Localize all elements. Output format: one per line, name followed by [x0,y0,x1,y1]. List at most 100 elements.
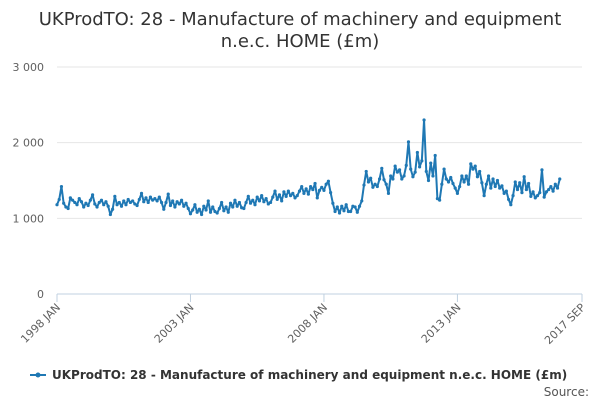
data-point[interactable] [217,206,221,211]
data-point[interactable] [108,212,112,217]
data-point[interactable] [513,180,517,184]
data-point[interactable] [446,180,451,184]
data-point[interactable] [171,199,175,203]
data-point[interactable] [449,175,453,180]
data-point[interactable] [260,194,264,198]
data-point[interactable] [540,168,544,172]
data-point[interactable] [95,205,99,209]
data-point[interactable] [486,174,491,178]
data-point[interactable] [251,198,255,202]
data-point[interactable] [471,167,475,171]
data-point[interactable] [104,200,108,204]
data-point[interactable] [349,209,353,214]
data-point[interactable] [524,187,528,192]
data-point[interactable] [146,200,150,205]
data-point[interactable] [213,209,217,214]
data-point[interactable] [429,161,433,165]
data-point[interactable] [115,203,119,207]
data-point[interactable] [535,194,540,198]
data-point[interactable] [162,207,166,211]
data-point[interactable] [555,186,560,190]
data-point[interactable] [491,177,495,181]
data-point[interactable] [211,205,215,209]
data-point[interactable] [166,192,170,196]
data-point[interactable] [304,187,308,191]
data-point[interactable] [268,200,273,205]
data-point[interactable] [117,200,121,205]
data-point[interactable] [391,177,395,181]
data-point[interactable] [208,210,213,214]
data-point[interactable] [179,198,184,202]
data-point[interactable] [473,164,477,168]
data-point[interactable] [235,204,239,208]
data-point[interactable] [464,174,468,178]
data-point[interactable] [193,203,197,207]
data-point[interactable] [442,167,446,171]
data-point[interactable] [551,189,555,193]
data-point[interactable] [88,198,92,202]
data-point[interactable] [397,168,402,172]
data-point[interactable] [286,189,290,193]
data-point[interactable] [337,211,342,215]
data-point[interactable] [226,210,230,214]
data-point[interactable] [357,204,362,208]
data-point[interactable] [93,202,97,206]
data-point[interactable] [360,199,364,203]
data-point[interactable] [309,184,313,189]
data-point[interactable] [204,208,208,212]
data-point[interactable] [148,195,153,199]
data-point[interactable] [302,191,306,195]
data-point[interactable] [200,212,204,217]
data-point[interactable] [139,191,144,195]
data-point[interactable] [295,194,299,198]
data-point[interactable] [547,187,551,192]
data-point[interactable] [509,203,513,207]
data-point[interactable] [353,205,357,209]
data-point[interactable] [291,191,295,195]
data-point[interactable] [462,180,466,184]
data-point[interactable] [82,205,86,209]
data-point[interactable] [533,196,537,200]
data-point[interactable] [246,194,250,198]
data-point[interactable] [277,193,282,197]
data-point[interactable] [173,205,177,209]
data-point[interactable] [320,185,324,189]
data-point[interactable] [335,205,339,209]
data-point[interactable] [506,197,511,202]
data-point[interactable] [119,204,124,208]
data-point[interactable] [122,199,126,203]
data-point[interactable] [142,200,146,204]
data-point[interactable] [70,198,75,202]
data-point[interactable] [106,204,110,208]
data-point[interactable] [182,204,186,208]
data-point[interactable] [266,202,270,206]
data-point[interactable] [504,189,508,193]
data-point[interactable] [495,178,500,183]
data-point[interactable] [233,198,237,202]
data-point[interactable] [280,199,284,203]
data-point[interactable] [493,184,497,189]
data-point[interactable] [469,162,473,166]
data-point[interactable] [184,201,188,205]
data-point[interactable] [84,201,88,205]
data-point[interactable] [480,181,484,185]
data-point[interactable] [455,191,460,195]
data-point[interactable] [126,197,130,202]
data-point[interactable] [59,184,64,189]
data-point[interactable] [418,165,422,169]
data-point[interactable] [475,175,480,179]
data-point[interactable] [262,200,266,204]
data-point[interactable] [159,200,164,205]
data-point[interactable] [542,195,546,199]
data-point[interactable] [57,197,61,202]
data-point[interactable] [549,184,553,189]
data-point[interactable] [369,176,373,180]
data-point[interactable] [415,150,419,155]
data-point[interactable] [393,164,397,168]
data-point[interactable] [73,200,77,205]
data-point[interactable] [522,175,526,179]
data-point[interactable] [431,174,435,178]
data-point[interactable] [482,194,486,198]
data-point[interactable] [79,200,84,204]
data-point[interactable] [424,169,428,174]
